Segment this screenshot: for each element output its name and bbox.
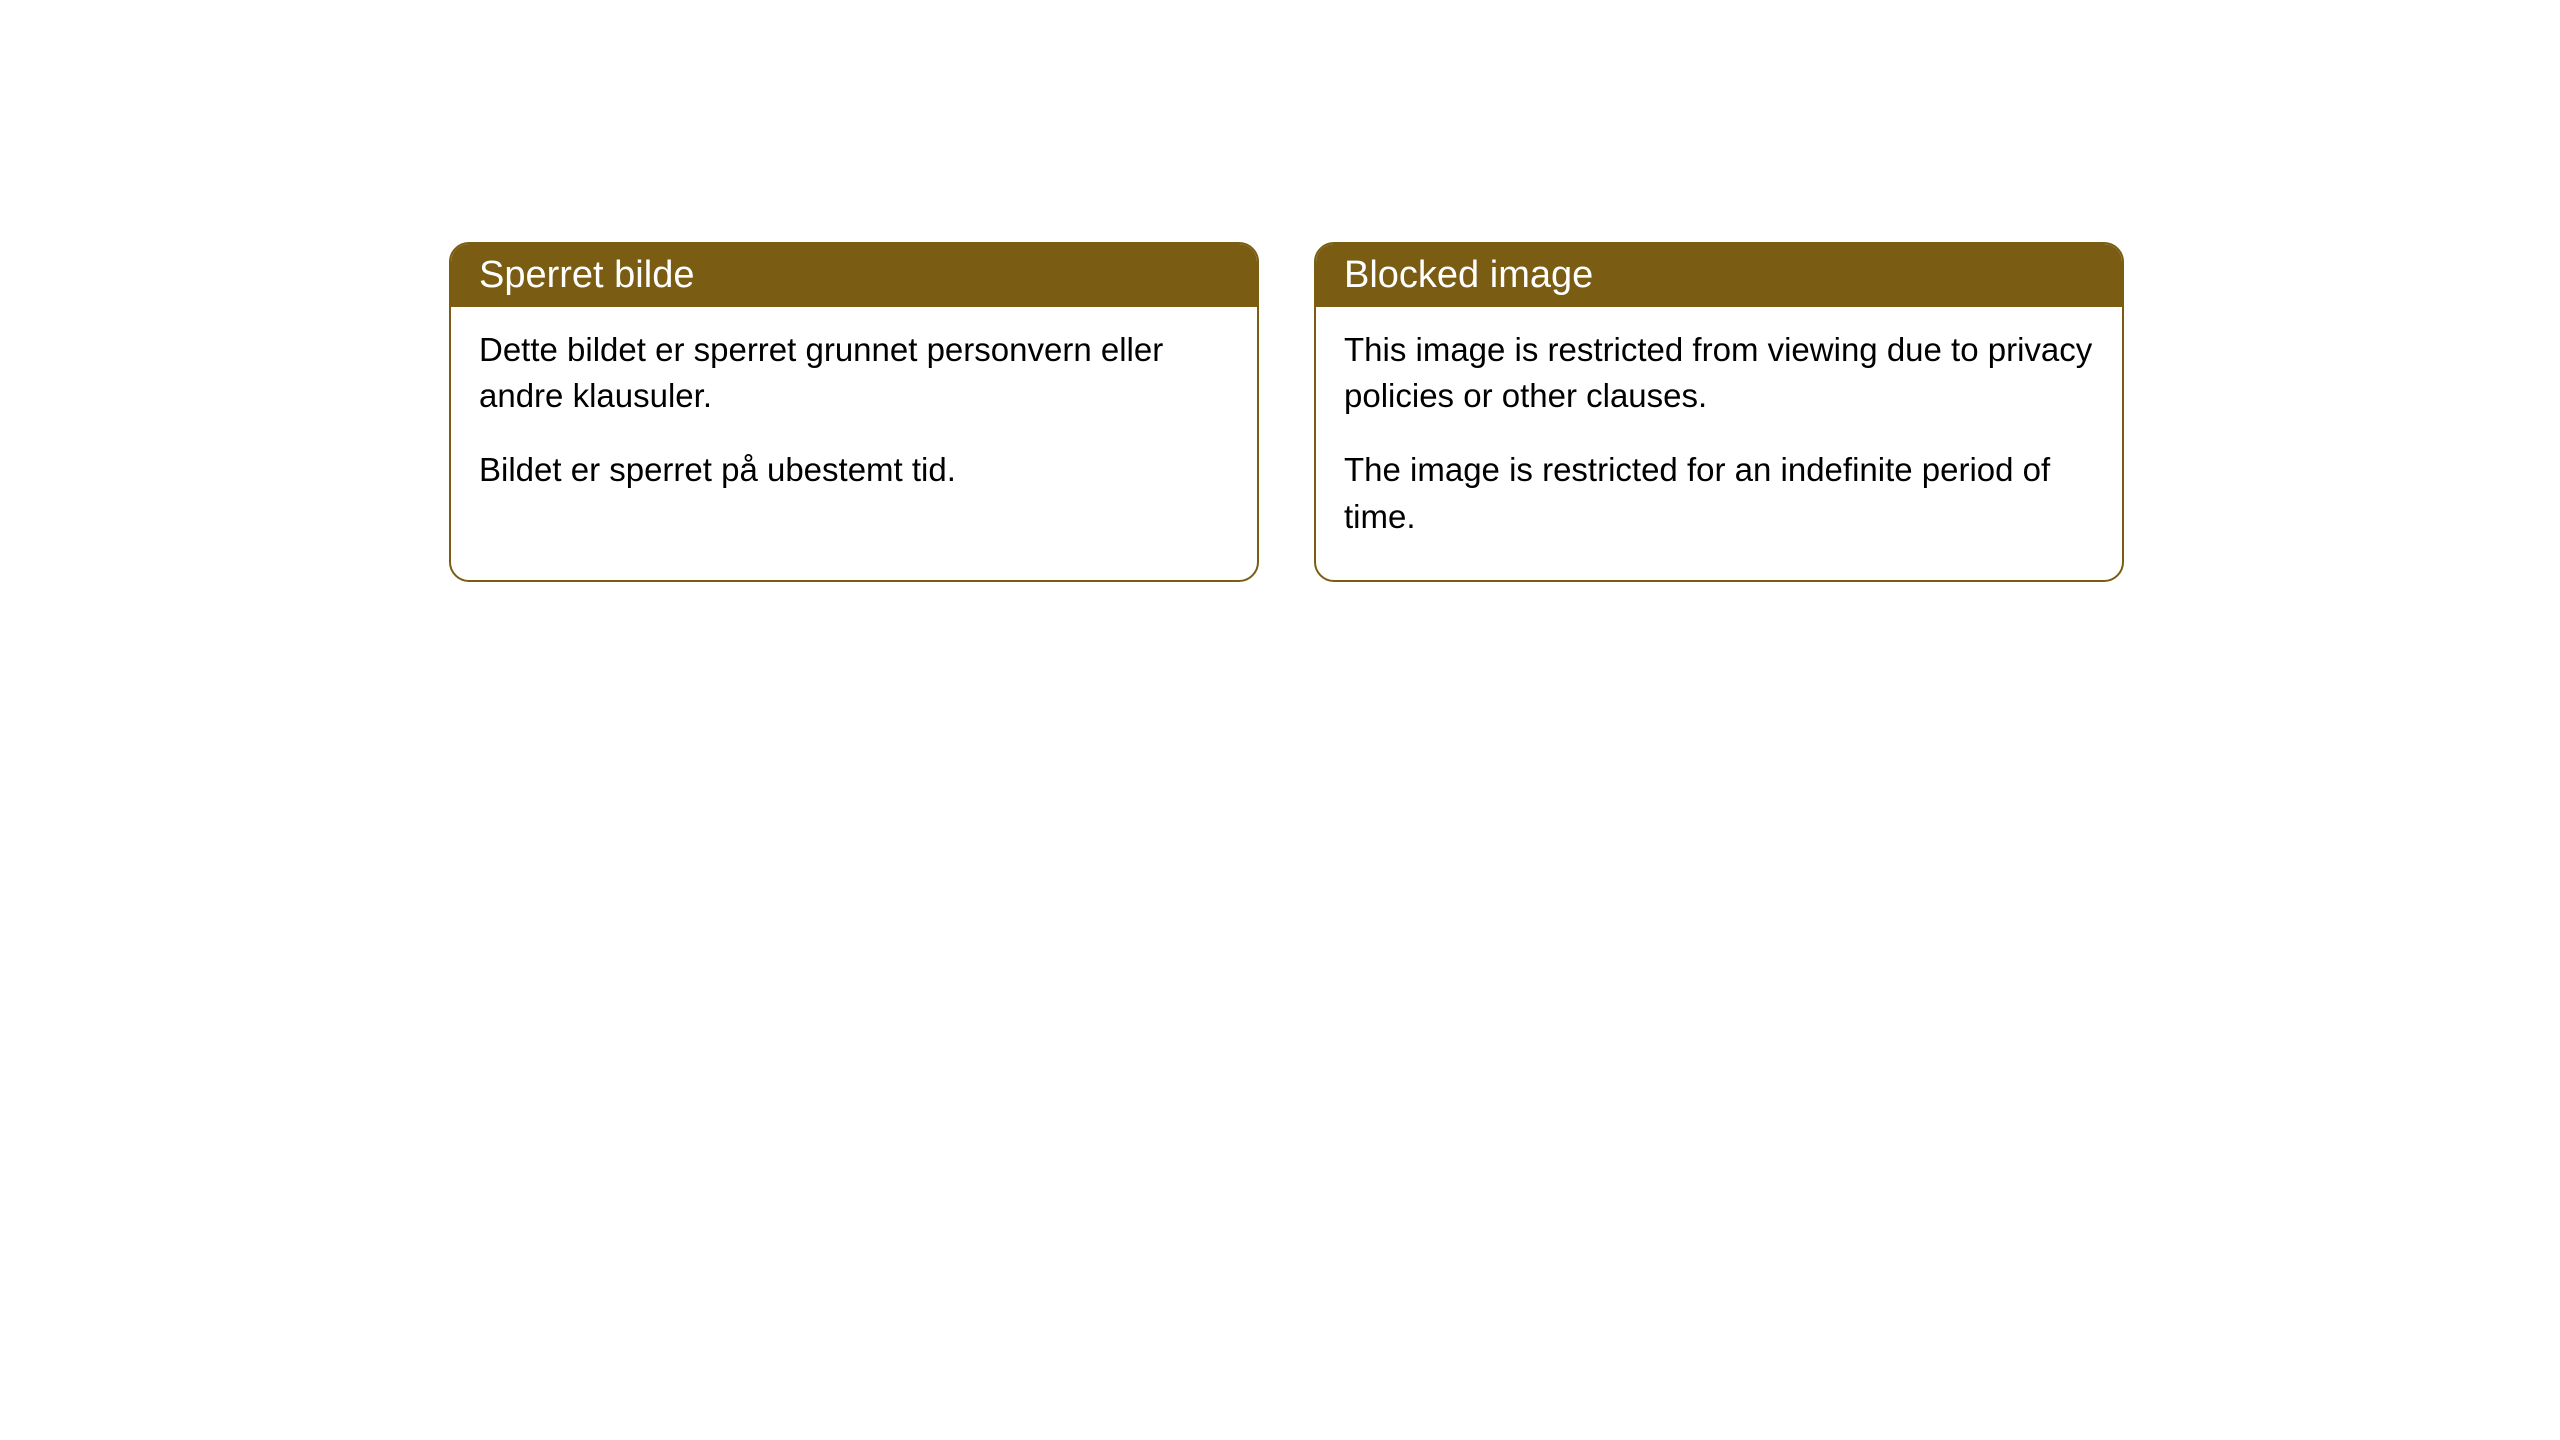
card-paragraph: Dette bildet er sperret grunnet personve… [479, 327, 1229, 419]
notice-card-norwegian: Sperret bilde Dette bildet er sperret gr… [449, 242, 1259, 582]
card-header: Blocked image [1316, 244, 2122, 307]
notice-cards-container: Sperret bilde Dette bildet er sperret gr… [449, 242, 2124, 582]
card-body: This image is restricted from viewing du… [1316, 307, 2122, 580]
card-body: Dette bildet er sperret grunnet personve… [451, 307, 1257, 534]
card-header: Sperret bilde [451, 244, 1257, 307]
card-paragraph: This image is restricted from viewing du… [1344, 327, 2094, 419]
card-paragraph: Bildet er sperret på ubestemt tid. [479, 447, 1229, 493]
card-title: Blocked image [1344, 254, 1593, 296]
notice-card-english: Blocked image This image is restricted f… [1314, 242, 2124, 582]
card-title: Sperret bilde [479, 254, 694, 296]
card-paragraph: The image is restricted for an indefinit… [1344, 447, 2094, 539]
